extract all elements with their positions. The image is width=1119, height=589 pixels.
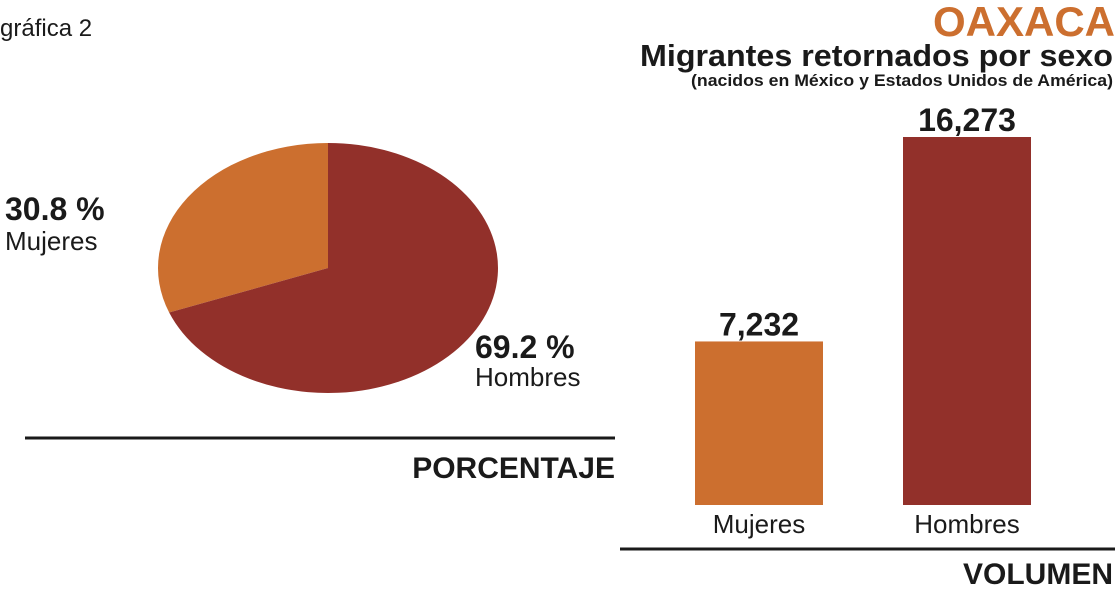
bar-category-label: Mujeres — [713, 509, 805, 539]
region: OAXACA — [933, 0, 1115, 45]
pie-value-label: 69.2 % — [475, 329, 575, 365]
bar-category-label: Hombres — [914, 509, 1019, 539]
pie-slice — [157, 143, 328, 313]
bar-value-label: 16,273 — [918, 102, 1016, 138]
pie-category-label: Mujeres — [5, 226, 97, 256]
bar-caption: VOLUMEN — [963, 558, 1113, 589]
bar — [695, 341, 823, 505]
pie-caption: PORCENTAJE — [412, 452, 615, 485]
bar — [903, 137, 1031, 505]
pie-value-label: 30.8 % — [5, 191, 105, 227]
pie-category-label: Hombres — [475, 362, 580, 392]
bar-value-label: 7,232 — [719, 306, 799, 342]
title: Migrantes retornados por sexo — [640, 38, 1113, 73]
subtitle: (nacidos en México y Estados Unidos de A… — [691, 71, 1113, 90]
pie-slice — [169, 143, 499, 393]
figure-label: gráfica 2 — [0, 15, 92, 42]
